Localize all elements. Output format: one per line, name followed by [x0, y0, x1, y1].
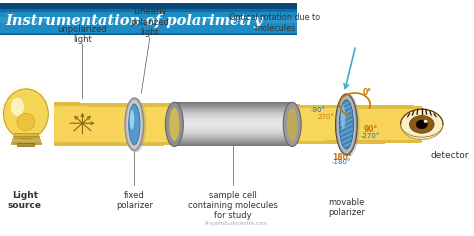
- Ellipse shape: [336, 94, 357, 155]
- Text: 90°: 90°: [364, 125, 378, 134]
- Text: unpolarized
light: unpolarized light: [58, 25, 107, 44]
- Ellipse shape: [129, 110, 134, 130]
- Ellipse shape: [416, 120, 428, 129]
- Ellipse shape: [169, 108, 180, 141]
- Ellipse shape: [0, 85, 53, 145]
- Ellipse shape: [401, 109, 443, 139]
- Ellipse shape: [338, 97, 355, 152]
- Ellipse shape: [17, 113, 35, 131]
- FancyBboxPatch shape: [0, 34, 297, 35]
- Ellipse shape: [410, 116, 434, 133]
- Text: Instrumentation of polarimetry: Instrumentation of polarimetry: [6, 14, 263, 28]
- Ellipse shape: [127, 101, 142, 148]
- Ellipse shape: [128, 103, 140, 146]
- Ellipse shape: [125, 98, 144, 151]
- Ellipse shape: [338, 97, 354, 152]
- Ellipse shape: [338, 97, 355, 152]
- Ellipse shape: [126, 99, 143, 149]
- Ellipse shape: [336, 95, 356, 154]
- Ellipse shape: [336, 94, 357, 154]
- Ellipse shape: [126, 100, 142, 149]
- FancyBboxPatch shape: [11, 142, 41, 144]
- FancyBboxPatch shape: [0, 17, 297, 23]
- Ellipse shape: [337, 95, 356, 154]
- Text: sample cell
containing molecules
for study: sample cell containing molecules for stu…: [188, 191, 278, 220]
- Ellipse shape: [128, 103, 140, 146]
- Ellipse shape: [338, 97, 355, 152]
- Text: movable
polarizer: movable polarizer: [328, 198, 365, 217]
- Text: Priyamstudycentre.com: Priyamstudycentre.com: [204, 220, 267, 226]
- FancyBboxPatch shape: [0, 33, 297, 34]
- Ellipse shape: [287, 108, 297, 141]
- Ellipse shape: [283, 102, 301, 147]
- Text: detector: detector: [431, 151, 469, 160]
- FancyBboxPatch shape: [18, 143, 35, 147]
- FancyBboxPatch shape: [13, 136, 39, 138]
- Text: fixed
polarizer: fixed polarizer: [116, 191, 153, 210]
- Text: Light
source: Light source: [8, 191, 42, 210]
- Ellipse shape: [128, 101, 141, 147]
- Ellipse shape: [165, 102, 183, 147]
- Ellipse shape: [125, 98, 143, 150]
- Text: Optical rotation due to
molecules: Optical rotation due to molecules: [229, 13, 320, 33]
- Ellipse shape: [127, 100, 142, 148]
- Text: -270°: -270°: [361, 133, 380, 139]
- Ellipse shape: [125, 98, 144, 151]
- Ellipse shape: [128, 102, 141, 147]
- Ellipse shape: [337, 96, 356, 153]
- Ellipse shape: [128, 101, 141, 148]
- Ellipse shape: [339, 100, 354, 149]
- Ellipse shape: [128, 104, 140, 145]
- Ellipse shape: [3, 89, 48, 139]
- Ellipse shape: [337, 95, 356, 153]
- FancyBboxPatch shape: [14, 133, 38, 135]
- Ellipse shape: [128, 102, 140, 146]
- Text: 0°: 0°: [363, 88, 372, 97]
- Ellipse shape: [11, 98, 24, 116]
- FancyBboxPatch shape: [12, 139, 40, 141]
- Text: -90°: -90°: [310, 107, 326, 114]
- FancyBboxPatch shape: [0, 23, 297, 33]
- FancyBboxPatch shape: [0, 9, 297, 12]
- Ellipse shape: [336, 94, 357, 155]
- Ellipse shape: [337, 96, 355, 152]
- Ellipse shape: [127, 100, 142, 149]
- Ellipse shape: [126, 99, 143, 150]
- Ellipse shape: [337, 94, 360, 156]
- Text: 180°: 180°: [332, 153, 352, 162]
- Text: -180°: -180°: [332, 159, 351, 165]
- Ellipse shape: [424, 120, 428, 123]
- Ellipse shape: [126, 99, 143, 150]
- FancyBboxPatch shape: [0, 12, 297, 17]
- Ellipse shape: [336, 94, 357, 155]
- Ellipse shape: [337, 96, 356, 153]
- Ellipse shape: [337, 95, 356, 154]
- Ellipse shape: [126, 99, 143, 150]
- Ellipse shape: [126, 98, 146, 152]
- Ellipse shape: [125, 98, 144, 151]
- Ellipse shape: [128, 102, 141, 147]
- Ellipse shape: [127, 101, 141, 148]
- Ellipse shape: [127, 101, 142, 148]
- Text: Linearly
polarized
light: Linearly polarized light: [130, 7, 169, 37]
- Ellipse shape: [337, 96, 356, 153]
- Ellipse shape: [341, 106, 346, 129]
- Text: 270°: 270°: [317, 114, 334, 120]
- FancyBboxPatch shape: [0, 4, 297, 9]
